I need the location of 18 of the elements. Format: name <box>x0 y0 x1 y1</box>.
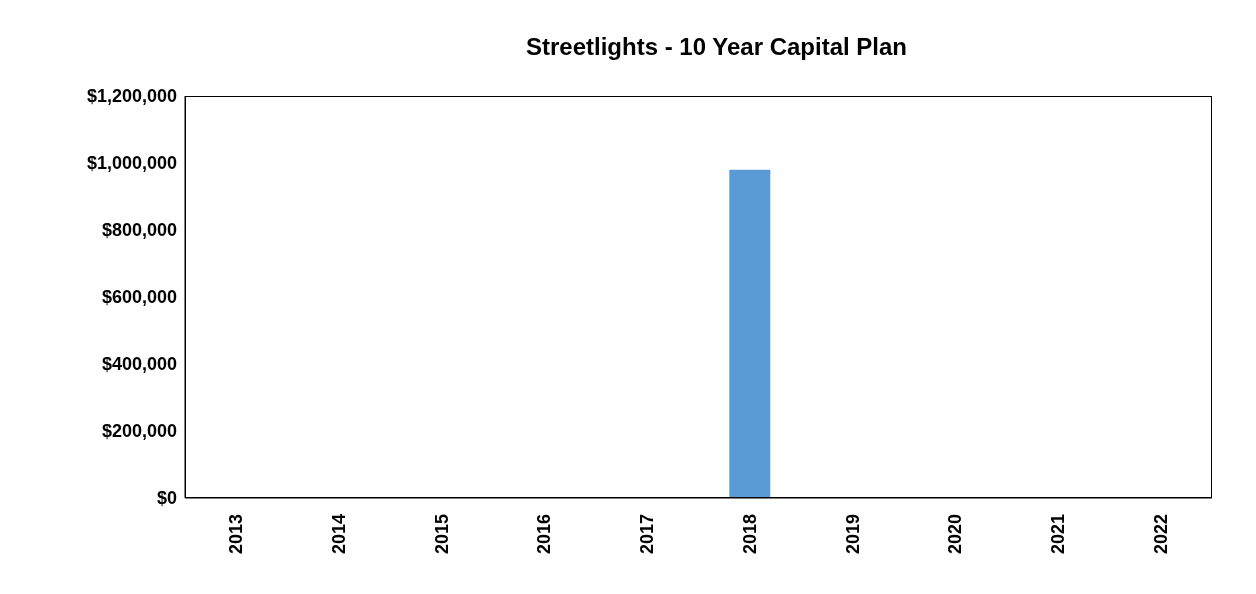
x-tick-label: 2020 <box>945 514 966 555</box>
x-tick-label: 2019 <box>842 514 863 555</box>
x-tick-label: 2015 <box>431 514 452 555</box>
x-tick-label: 2017 <box>637 514 658 555</box>
y-tick-label: $200,000 <box>101 421 177 442</box>
y-tick-label: $1,000,000 <box>86 153 177 174</box>
x-tick-label: 2016 <box>534 514 555 555</box>
y-tick-label: $600,000 <box>101 287 177 308</box>
x-tick-label: 2013 <box>226 514 247 555</box>
x-tick-label: 2014 <box>329 514 350 555</box>
y-tick-label: $400,000 <box>101 354 177 375</box>
y-tick-label: $0 <box>156 488 177 509</box>
x-tick-label: 2018 <box>739 514 760 555</box>
chart-title: Streetlights - 10 Year Capital Plan <box>525 33 908 61</box>
x-tick-label: 2021 <box>1047 514 1068 555</box>
x-tick-label: 2022 <box>1150 514 1171 555</box>
y-tick-label: $1,200,000 <box>86 86 177 107</box>
y-tick-label: $800,000 <box>101 220 177 241</box>
